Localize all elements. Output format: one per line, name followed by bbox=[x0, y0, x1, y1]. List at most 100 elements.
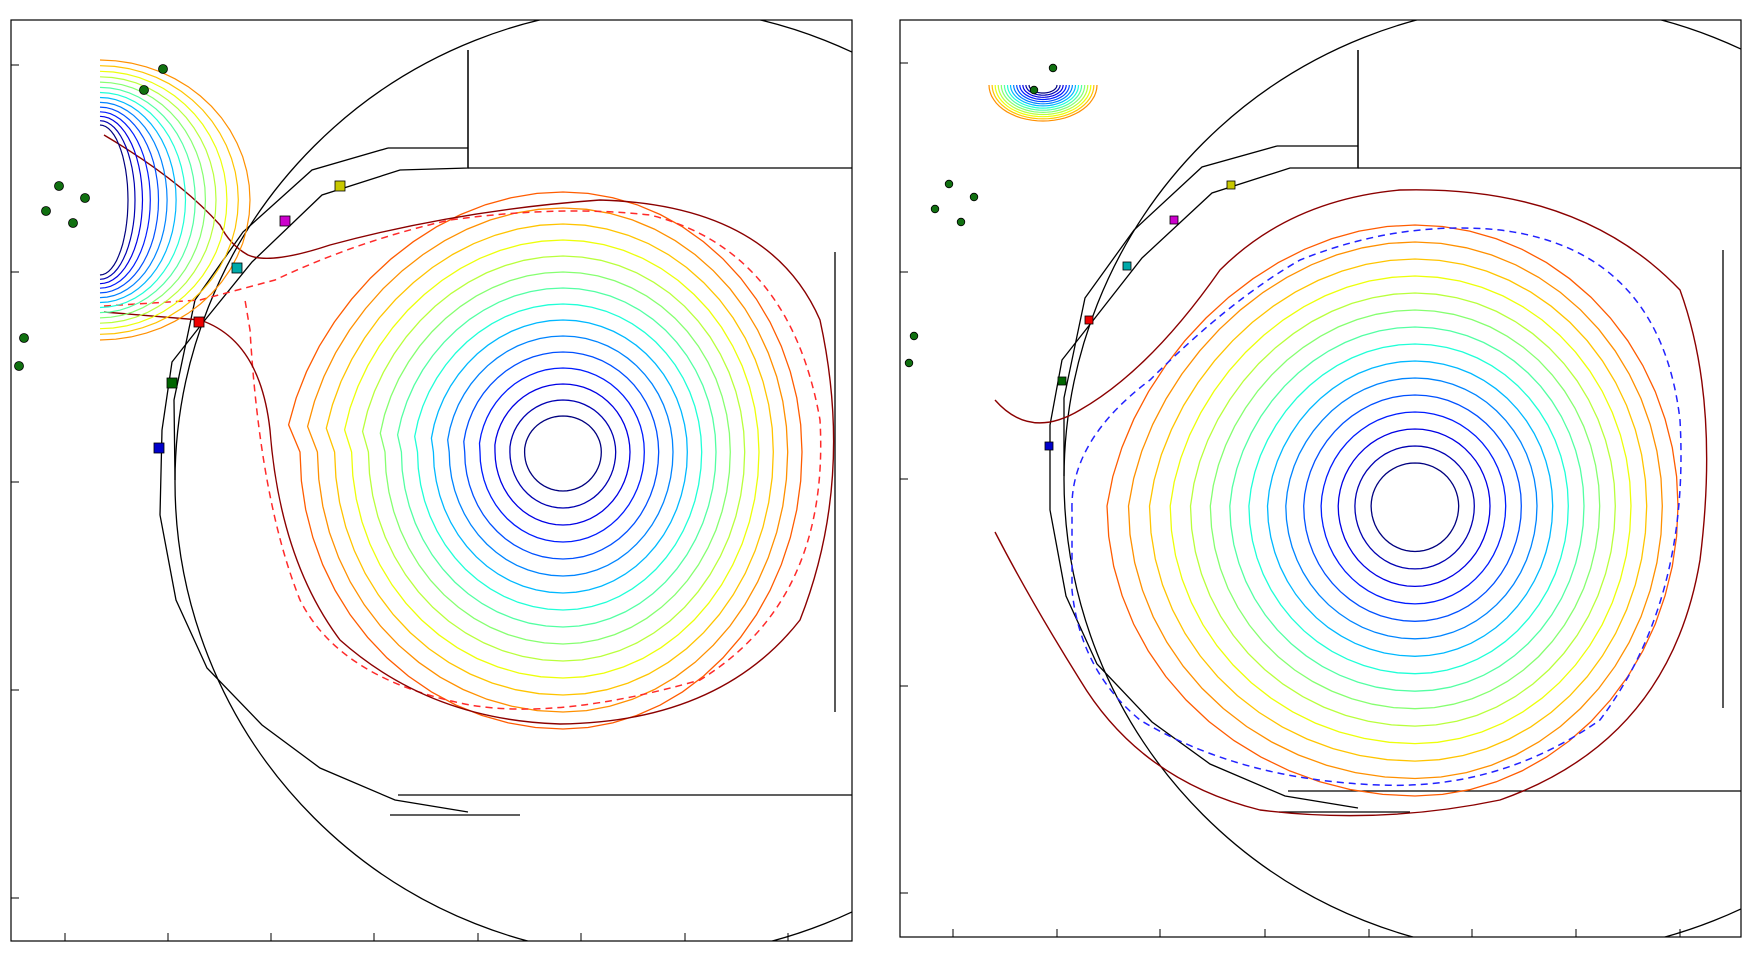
flux-contour bbox=[414, 303, 703, 611]
coil-contour bbox=[99, 76, 217, 324]
probe-marker bbox=[1044, 441, 1054, 451]
pf-coil bbox=[969, 192, 979, 202]
coil-contour bbox=[1013, 84, 1073, 105]
probe-marker bbox=[153, 442, 165, 454]
right-first-wall bbox=[1049, 50, 1359, 809]
flux-contour bbox=[1337, 428, 1491, 588]
coil-contour bbox=[1016, 84, 1070, 103]
right-magnetic-probes bbox=[1044, 180, 1236, 451]
probe-marker bbox=[231, 262, 243, 274]
right-vessel-wall bbox=[1063, 20, 1741, 937]
pf-coil bbox=[14, 361, 24, 371]
separatrix bbox=[103, 210, 822, 710]
pf-coil bbox=[944, 179, 954, 189]
flux-contour bbox=[509, 399, 617, 509]
coil-contour bbox=[1006, 84, 1080, 109]
coil-contour bbox=[991, 84, 1095, 120]
coil-contour bbox=[988, 84, 1098, 122]
probe-marker bbox=[1169, 215, 1179, 225]
probe-marker bbox=[193, 316, 205, 328]
flux-contour bbox=[494, 383, 631, 526]
flux-contour bbox=[1148, 258, 1648, 762]
coil-contour bbox=[994, 84, 1092, 118]
probe-marker bbox=[1057, 376, 1067, 386]
right-panel bbox=[899, 19, 1742, 938]
probe-marker bbox=[334, 180, 346, 192]
coil-contour bbox=[99, 70, 228, 330]
flux-contour bbox=[361, 255, 746, 662]
pf-coil bbox=[41, 206, 51, 216]
pf-coil bbox=[19, 333, 29, 343]
flux-contour bbox=[1285, 377, 1538, 640]
left-vessel-wall bbox=[174, 20, 852, 941]
flux-contour bbox=[1189, 292, 1616, 727]
pf-coil bbox=[956, 217, 966, 227]
coil-contour bbox=[99, 124, 129, 276]
pf-coil bbox=[904, 358, 914, 368]
left-first-wall bbox=[159, 50, 469, 813]
left-pf-coils bbox=[14, 64, 168, 371]
coil-contour bbox=[99, 59, 251, 341]
flux-contour bbox=[478, 367, 645, 543]
pf-coil bbox=[1048, 63, 1058, 73]
coil-contour bbox=[99, 120, 136, 280]
pf-coil bbox=[909, 331, 919, 341]
flux-contour bbox=[325, 223, 774, 696]
left-coil-contours bbox=[99, 59, 251, 341]
left-flux-contours bbox=[103, 134, 835, 730]
coil-contour bbox=[1025, 84, 1061, 96]
coil-contour bbox=[99, 106, 160, 294]
right-pf-coils bbox=[904, 63, 1058, 368]
flux-contour bbox=[1248, 343, 1569, 675]
pf-coil bbox=[139, 85, 149, 95]
coil-contour bbox=[99, 96, 177, 304]
flux-contour bbox=[430, 319, 688, 594]
flux-contour bbox=[523, 415, 602, 492]
coil-contour bbox=[99, 115, 144, 285]
flux-contour bbox=[447, 335, 674, 577]
pf-coil bbox=[80, 193, 90, 203]
probe-marker bbox=[279, 215, 291, 227]
flux-contour bbox=[379, 271, 731, 645]
flux-contour bbox=[1354, 445, 1475, 570]
pf-coil bbox=[158, 64, 168, 74]
outer-flux-surface bbox=[994, 189, 1708, 817]
coil-contour bbox=[1003, 84, 1083, 111]
flux-contour bbox=[1106, 224, 1679, 797]
probe-marker bbox=[166, 377, 178, 389]
pf-coil bbox=[54, 181, 64, 191]
pf-coil bbox=[930, 204, 940, 214]
coil-contour bbox=[1000, 84, 1086, 114]
coil-contour bbox=[1009, 84, 1077, 107]
separatrix bbox=[1071, 227, 1682, 787]
flux-contour bbox=[343, 239, 760, 679]
right-coil-contours bbox=[988, 84, 1098, 122]
coil-contour bbox=[1022, 84, 1064, 98]
flux-contour bbox=[463, 351, 660, 560]
left-magnetic-probes bbox=[153, 180, 346, 454]
flux-contour bbox=[1370, 462, 1460, 553]
flux-contour bbox=[1320, 411, 1507, 605]
left-panel bbox=[10, 19, 853, 942]
flux-contour bbox=[1209, 309, 1601, 710]
probe-marker bbox=[1122, 261, 1132, 271]
coil-contour bbox=[1019, 84, 1067, 101]
coil-contour bbox=[99, 111, 151, 289]
coil-contour bbox=[99, 86, 196, 314]
probe-marker bbox=[1226, 180, 1236, 190]
coil-contour bbox=[99, 81, 207, 319]
flux-contour bbox=[396, 287, 717, 628]
flux-contour bbox=[1266, 360, 1554, 657]
flux-contour bbox=[287, 191, 803, 730]
pf-coil bbox=[1029, 85, 1039, 95]
probe-marker bbox=[1084, 315, 1094, 325]
outer-flux-surface bbox=[103, 134, 835, 725]
coil-contour bbox=[99, 91, 187, 309]
flux-contour bbox=[1127, 241, 1663, 780]
flux-contour bbox=[1229, 326, 1585, 692]
flux-contour bbox=[1169, 275, 1632, 745]
right-axis-ticks bbox=[900, 62, 1681, 937]
coil-contour bbox=[99, 65, 239, 335]
